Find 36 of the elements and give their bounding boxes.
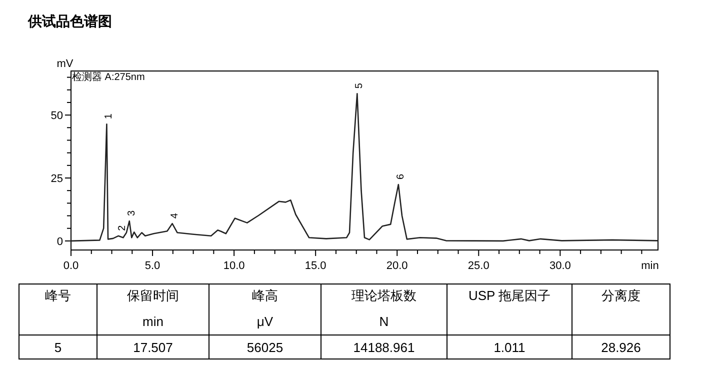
text: 56025 (246, 340, 284, 355)
x-tick-label: 0.0 (63, 260, 79, 272)
text: 5 (54, 340, 62, 355)
annotation: 1 (104, 113, 115, 120)
x-axis-title: min (641, 260, 659, 272)
annotation: 6 (395, 174, 406, 180)
text: USP 拖尾因子 (468, 288, 551, 303)
y-tick-label: 25 (50, 172, 63, 185)
text: μV (256, 314, 274, 329)
text: N (379, 314, 389, 329)
text: 峰号 (45, 288, 71, 303)
text: 17.507 (133, 340, 173, 355)
y-tick-label: 0 (56, 236, 63, 248)
text: 峰高 (252, 288, 278, 303)
x-tick-label: 10.0 (223, 260, 245, 272)
line-series (70, 93, 659, 242)
y-tick-label: 50 (50, 110, 63, 122)
text: 14188.961 (353, 340, 415, 355)
y-axis-title: mV (56, 58, 74, 70)
text: 1.011 (494, 340, 526, 355)
text: 保留时间 (127, 288, 179, 303)
annotation: 3 (126, 210, 138, 216)
annotation: 5 (354, 82, 366, 89)
text: 28.926 (601, 340, 641, 355)
x-tick-label: 15.0 (304, 260, 326, 272)
text: 分离度 (602, 288, 640, 303)
chart-title: 供试品色谱图 (27, 13, 112, 29)
x-tick-label: 25.0 (468, 260, 490, 272)
text: 理论塔板数 (352, 288, 416, 303)
annotation: 检测器 A:275nm (72, 71, 145, 83)
annotation: 4 (169, 212, 180, 219)
annotation: 2 (116, 224, 128, 231)
x-tick-label: 20.0 (386, 260, 408, 272)
x-tick-label: 30.0 (549, 260, 571, 272)
x-tick-label: 5.0 (144, 260, 160, 272)
text: min (142, 314, 164, 329)
